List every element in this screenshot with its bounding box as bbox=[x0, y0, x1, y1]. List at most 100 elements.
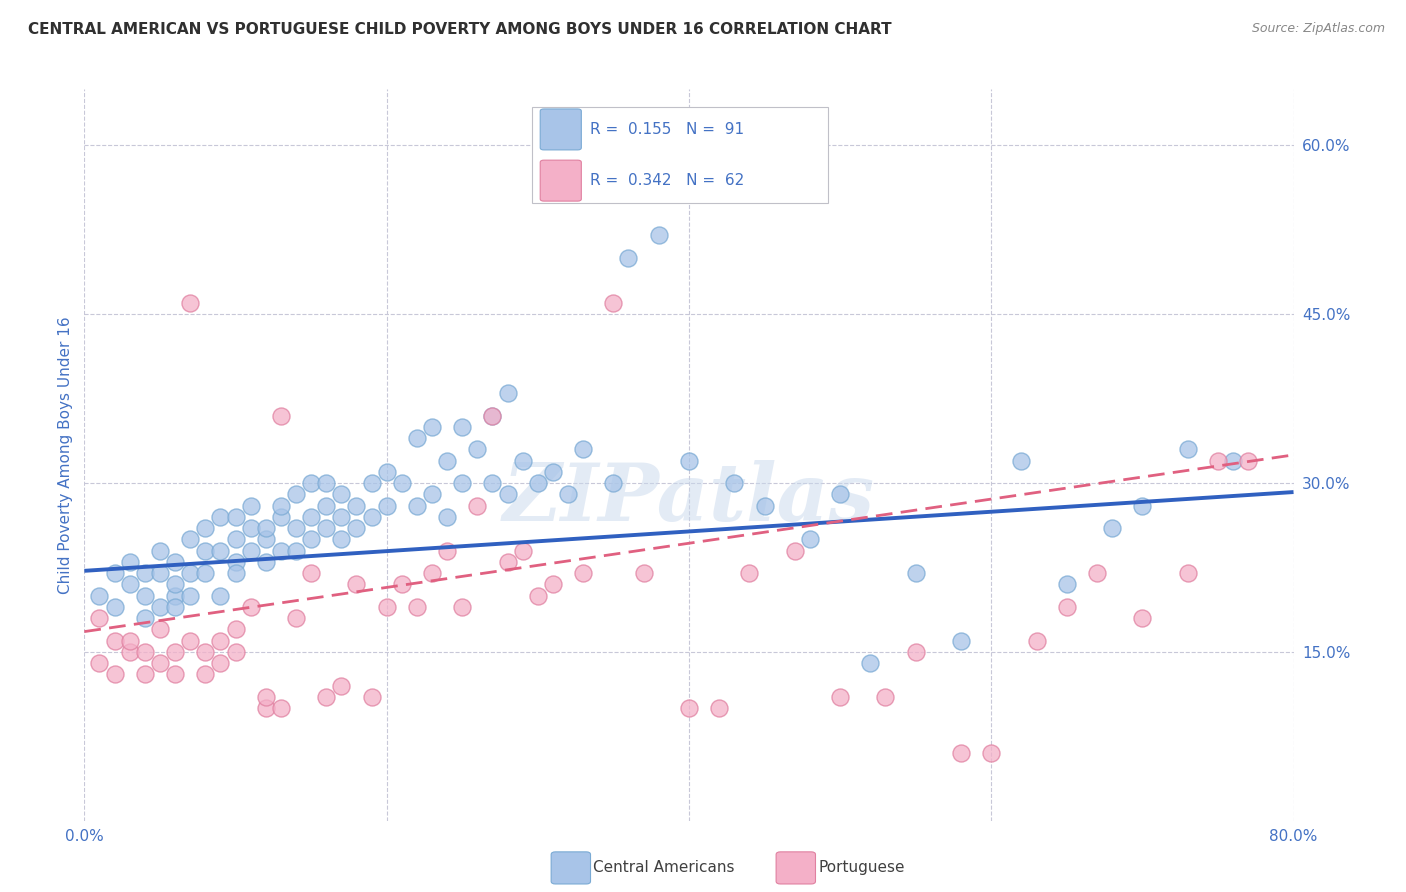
Point bbox=[633, 566, 655, 580]
Point bbox=[225, 566, 247, 580]
Point bbox=[209, 656, 232, 670]
Point bbox=[904, 566, 927, 580]
Point bbox=[360, 690, 382, 704]
Point bbox=[149, 599, 172, 614]
Point bbox=[285, 487, 308, 501]
Point bbox=[299, 476, 322, 491]
Point bbox=[436, 543, 458, 558]
Point bbox=[481, 476, 503, 491]
Point bbox=[239, 521, 262, 535]
Point bbox=[179, 533, 201, 547]
Point bbox=[270, 701, 292, 715]
Point bbox=[104, 633, 127, 648]
Point bbox=[194, 543, 217, 558]
Point bbox=[254, 701, 277, 715]
Point bbox=[149, 566, 172, 580]
Point bbox=[225, 623, 247, 637]
Point bbox=[270, 499, 292, 513]
Point bbox=[375, 499, 398, 513]
Y-axis label: Child Poverty Among Boys Under 16: Child Poverty Among Boys Under 16 bbox=[58, 316, 73, 594]
Point bbox=[1101, 521, 1123, 535]
Point bbox=[1237, 453, 1260, 467]
Point bbox=[406, 499, 429, 513]
Point bbox=[209, 633, 232, 648]
Point bbox=[315, 499, 337, 513]
Point bbox=[391, 577, 413, 591]
Point bbox=[467, 442, 489, 457]
Point bbox=[134, 566, 156, 580]
Point bbox=[254, 555, 277, 569]
Point bbox=[648, 228, 671, 243]
Point bbox=[346, 499, 368, 513]
Point bbox=[406, 599, 429, 614]
Point bbox=[165, 555, 187, 569]
Point bbox=[1056, 577, 1078, 591]
Point bbox=[980, 746, 1002, 760]
Point bbox=[179, 566, 201, 580]
Point bbox=[496, 386, 519, 401]
Point bbox=[512, 453, 534, 467]
Point bbox=[859, 656, 882, 670]
Point bbox=[830, 487, 852, 501]
Text: Source: ZipAtlas.com: Source: ZipAtlas.com bbox=[1251, 22, 1385, 36]
Point bbox=[299, 509, 322, 524]
FancyBboxPatch shape bbox=[531, 108, 828, 202]
Point bbox=[194, 667, 217, 681]
Point bbox=[254, 690, 277, 704]
Point bbox=[209, 543, 232, 558]
Point bbox=[1025, 633, 1047, 648]
Point bbox=[118, 633, 141, 648]
Point bbox=[541, 465, 564, 479]
Point bbox=[1011, 453, 1033, 467]
Point bbox=[602, 476, 624, 491]
Point bbox=[572, 566, 595, 580]
Point bbox=[420, 419, 443, 434]
Point bbox=[481, 409, 503, 423]
Point bbox=[1130, 611, 1153, 625]
Point bbox=[194, 645, 217, 659]
Point bbox=[420, 566, 443, 580]
Point bbox=[270, 409, 292, 423]
Point bbox=[165, 645, 187, 659]
Point bbox=[165, 589, 187, 603]
Point bbox=[285, 521, 308, 535]
Point bbox=[436, 509, 458, 524]
Point bbox=[346, 521, 368, 535]
Point bbox=[451, 599, 474, 614]
Point bbox=[104, 566, 127, 580]
Point bbox=[467, 499, 489, 513]
Point bbox=[527, 476, 550, 491]
Point bbox=[436, 453, 458, 467]
Point bbox=[572, 442, 595, 457]
Point bbox=[1056, 599, 1078, 614]
Point bbox=[875, 690, 897, 704]
Point bbox=[1206, 453, 1229, 467]
Point bbox=[481, 409, 503, 423]
Point bbox=[330, 679, 353, 693]
Point bbox=[179, 296, 201, 310]
Point bbox=[225, 555, 247, 569]
Point bbox=[104, 599, 127, 614]
Point bbox=[330, 533, 353, 547]
Point bbox=[678, 701, 700, 715]
Point bbox=[602, 296, 624, 310]
Point bbox=[225, 509, 247, 524]
Point bbox=[678, 453, 700, 467]
Point bbox=[225, 645, 247, 659]
Point bbox=[134, 589, 156, 603]
Point bbox=[617, 251, 640, 265]
Point bbox=[346, 577, 368, 591]
Point bbox=[285, 543, 308, 558]
Point bbox=[239, 599, 262, 614]
Point bbox=[799, 533, 821, 547]
Point bbox=[1222, 453, 1244, 467]
Point bbox=[89, 589, 111, 603]
Point bbox=[375, 599, 398, 614]
Text: Portuguese: Portuguese bbox=[818, 861, 905, 875]
Text: Central Americans: Central Americans bbox=[593, 861, 735, 875]
Point bbox=[254, 521, 277, 535]
Point bbox=[904, 645, 927, 659]
Point bbox=[118, 645, 141, 659]
Point bbox=[330, 487, 353, 501]
Point bbox=[709, 701, 731, 715]
